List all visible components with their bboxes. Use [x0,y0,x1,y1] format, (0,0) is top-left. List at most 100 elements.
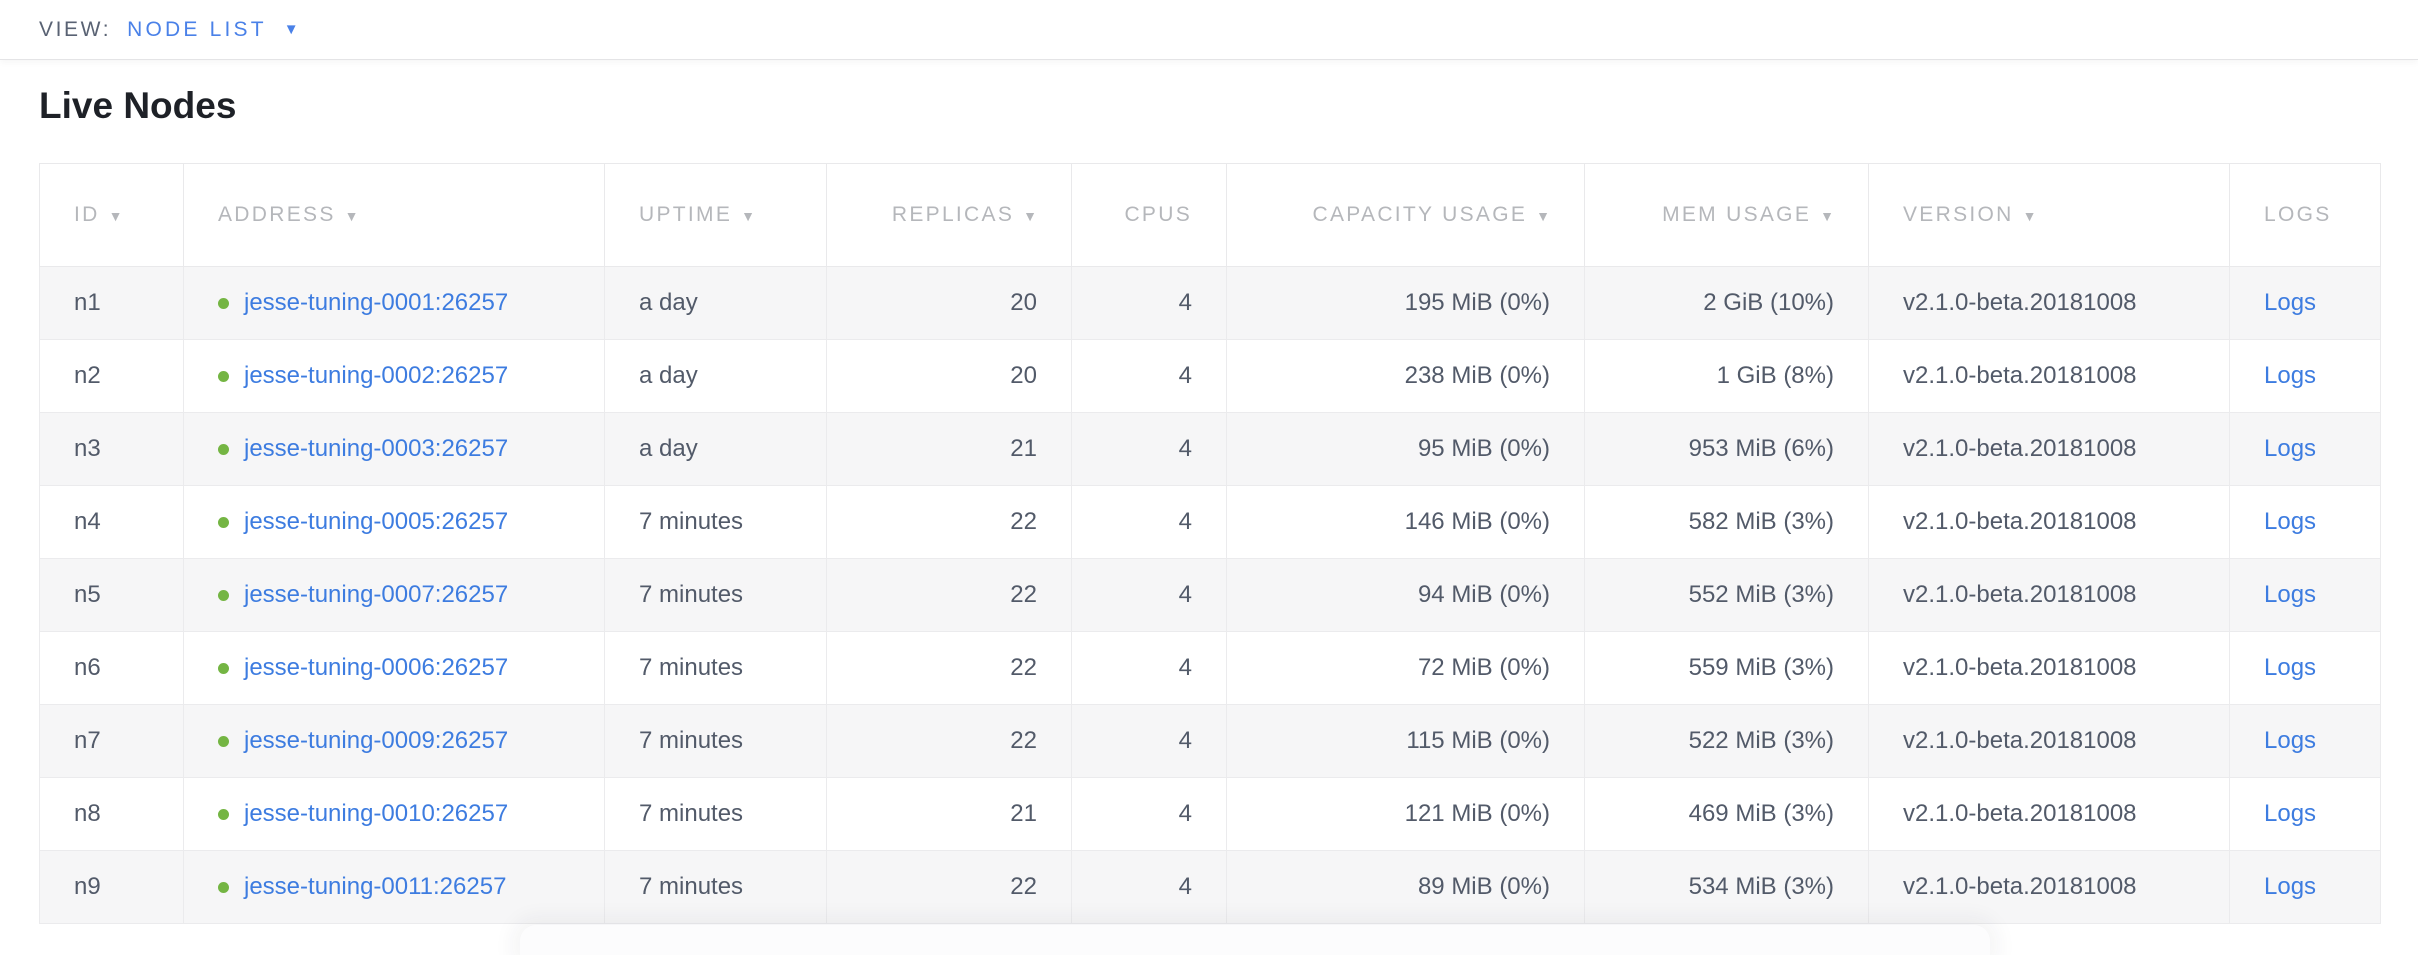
cell-capacity: 146 MiB (0%) [1226,485,1585,559]
node-address-link[interactable]: jesse-tuning-0009:26257 [244,727,509,754]
cell-mem: 559 MiB (3%) [1584,631,1869,705]
table-row: n5 jesse-tuning-0007:26257 7 minutes 22 4 94 … [39,558,2381,632]
logs-link[interactable]: Logs [2264,800,2317,827]
cell-logs: Logs [2229,850,2381,924]
cell-logs: Logs [2229,485,2381,559]
table-row: n2 jesse-tuning-0002:26257 a day 20 4 238 MiB… [39,339,2381,413]
column-header-version[interactable]: VERSION ▼ [1868,163,2230,267]
logs-link[interactable]: Logs [2264,727,2317,754]
cell-uptime: 7 minutes [604,777,827,851]
cell-uptime: a day [604,266,827,340]
table-row: n6 jesse-tuning-0006:26257 7 minutes 22 4 72 … [39,631,2381,705]
live-status-dot-icon [218,882,229,893]
cell-mem: 953 MiB (6%) [1584,412,1869,486]
view-selector-bar: VIEW: NODE LIST ▼ [0,0,2418,60]
live-status-dot-icon [218,371,229,382]
cell-id: n4 [39,485,184,559]
column-header-capacity[interactable]: CAPACITY USAGE ▼ [1226,163,1585,267]
logs-link[interactable]: Logs [2264,362,2317,389]
table-row: n8 jesse-tuning-0010:26257 7 minutes 21 4 121… [39,777,2381,851]
live-status-dot-icon [218,590,229,601]
cell-address: jesse-tuning-0007:26257 [183,558,605,632]
view-dropdown-value: NODE LIST [127,17,267,41]
cell-id: n8 [39,777,184,851]
node-address-link[interactable]: jesse-tuning-0007:26257 [244,581,509,608]
cell-replicas: 20 [826,266,1072,340]
table-header-row: ID ▼ ADDRESS ▼ UPTIME ▼ REPLICAS ▼ CPUS CAPACITY … [39,163,2381,267]
chevron-down-icon: ▼ [283,21,299,38]
cell-replicas: 22 [826,485,1072,559]
cell-id: n9 [39,850,184,924]
logs-link[interactable]: Logs [2264,654,2317,681]
cell-address: jesse-tuning-0005:26257 [183,485,605,559]
cell-capacity: 121 MiB (0%) [1226,777,1585,851]
cell-capacity: 72 MiB (0%) [1226,631,1585,705]
cell-mem: 522 MiB (3%) [1584,704,1869,778]
column-header-label: CPUS [1124,203,1192,226]
cell-mem: 534 MiB (3%) [1584,850,1869,924]
cell-cpus: 4 [1071,339,1227,413]
cell-version: v2.1.0-beta.20181008 [1868,558,2230,632]
logs-link[interactable]: Logs [2264,508,2317,535]
cell-cpus: 4 [1071,412,1227,486]
cell-logs: Logs [2229,704,2381,778]
cell-id: n2 [39,339,184,413]
logs-link[interactable]: Logs [2264,873,2317,900]
node-address-link[interactable]: jesse-tuning-0006:26257 [244,654,509,681]
column-header-id[interactable]: ID ▼ [39,163,184,267]
cell-uptime: 7 minutes [604,850,827,924]
column-header-uptime[interactable]: UPTIME ▼ [604,163,827,267]
node-address-link[interactable]: jesse-tuning-0011:26257 [244,873,507,900]
node-address-link[interactable]: jesse-tuning-0001:26257 [244,289,509,316]
column-header-cpus: CPUS [1071,163,1227,267]
cell-version: v2.1.0-beta.20181008 [1868,266,2230,340]
logs-link[interactable]: Logs [2264,435,2317,462]
cell-id: n7 [39,704,184,778]
column-header-label: ID [74,203,100,226]
cell-version: v2.1.0-beta.20181008 [1868,631,2230,705]
node-address-link[interactable]: jesse-tuning-0010:26257 [244,800,509,827]
cell-address: jesse-tuning-0006:26257 [183,631,605,705]
cell-cpus: 4 [1071,704,1227,778]
sort-desc-icon: ▼ [741,208,755,224]
column-header-mem[interactable]: MEM USAGE ▼ [1584,163,1869,267]
cell-capacity: 95 MiB (0%) [1226,412,1585,486]
cell-address: jesse-tuning-0009:26257 [183,704,605,778]
column-header-replicas[interactable]: REPLICAS ▼ [826,163,1072,267]
column-header-logs: LOGS [2229,163,2381,267]
cell-id: n5 [39,558,184,632]
cell-capacity: 94 MiB (0%) [1226,558,1585,632]
table-row: n9 jesse-tuning-0011:26257 7 minutes 22 4 89 … [39,850,2381,924]
sort-desc-icon: ▼ [2022,208,2037,224]
cell-logs: Logs [2229,266,2381,340]
view-dropdown[interactable]: NODE LIST ▼ [127,18,299,42]
sort-desc-icon: ▼ [1820,208,1834,224]
node-address-link[interactable]: jesse-tuning-0003:26257 [244,435,509,462]
cell-address: jesse-tuning-0011:26257 [183,850,605,924]
cell-id: n6 [39,631,184,705]
live-status-dot-icon [218,663,229,674]
cell-version: v2.1.0-beta.20181008 [1868,485,2230,559]
cell-replicas: 20 [826,339,1072,413]
node-address-link[interactable]: jesse-tuning-0002:26257 [244,362,509,389]
cell-uptime: 7 minutes [604,704,827,778]
view-label: VIEW: [39,17,112,41]
cell-cpus: 4 [1071,850,1227,924]
logs-link[interactable]: Logs [2264,581,2317,608]
live-nodes-table: ID ▼ ADDRESS ▼ UPTIME ▼ REPLICAS ▼ CPUS CAPACITY … [39,163,2381,924]
cell-version: v2.1.0-beta.20181008 [1868,412,2230,486]
cell-id: n1 [39,266,184,340]
column-header-label: UPTIME [639,203,733,226]
cell-version: v2.1.0-beta.20181008 [1868,704,2230,778]
cell-capacity: 89 MiB (0%) [1226,850,1585,924]
cell-uptime: 7 minutes [604,558,827,632]
cell-uptime: 7 minutes [604,631,827,705]
cell-replicas: 22 [826,704,1072,778]
cell-address: jesse-tuning-0002:26257 [183,339,605,413]
column-header-address[interactable]: ADDRESS ▼ [183,163,605,267]
node-address-link[interactable]: jesse-tuning-0005:26257 [244,508,509,535]
sort-desc-icon: ▼ [1536,208,1550,224]
cell-cpus: 4 [1071,631,1227,705]
cell-capacity: 195 MiB (0%) [1226,266,1585,340]
logs-link[interactable]: Logs [2264,289,2317,316]
